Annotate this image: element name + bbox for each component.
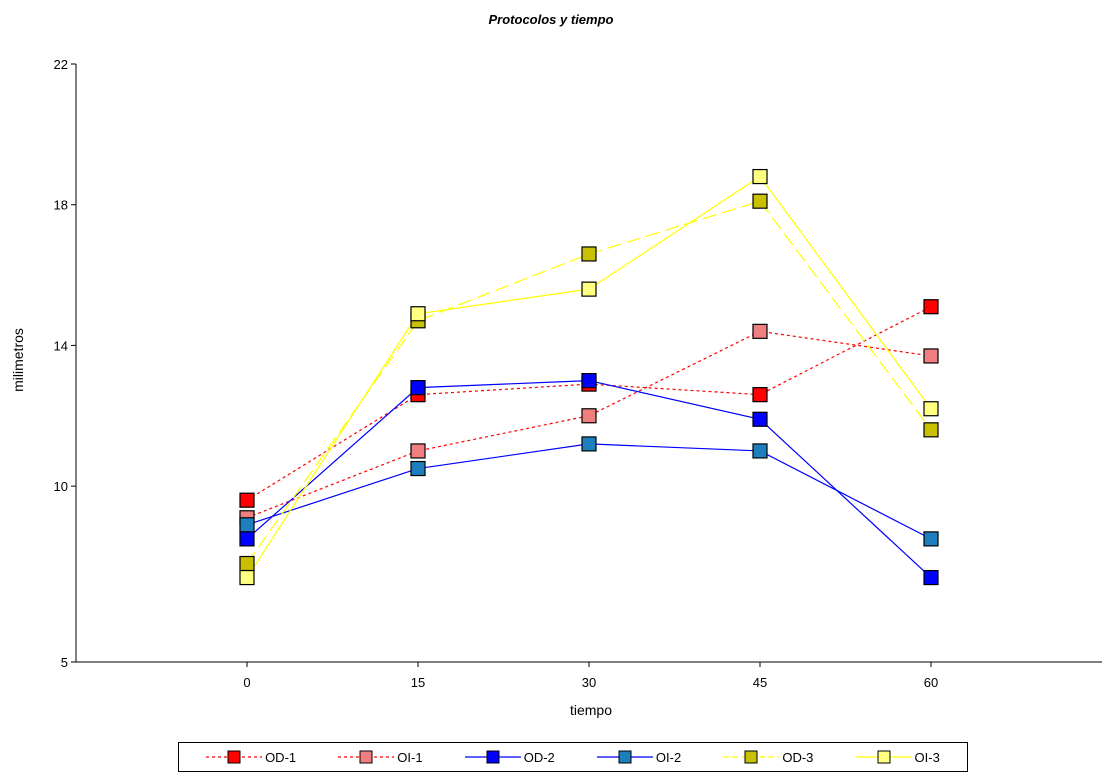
x-tick-label: 15 — [411, 675, 425, 690]
series-line-oi-2 — [246, 443, 932, 540]
data-point-oi-3 — [581, 281, 597, 297]
legend-item-od-2: OD-2 — [464, 749, 555, 765]
data-point-oi-3 — [752, 168, 768, 185]
legend-label: OD-3 — [782, 749, 814, 765]
legend-swatch-icon — [464, 750, 521, 764]
data-point-od-2 — [239, 531, 255, 547]
x-tick-label: 45 — [753, 675, 767, 690]
data-point-oi-2 — [239, 517, 255, 533]
data-point-oi-2 — [581, 436, 597, 452]
chart-legend: OD-1 OI-1 OD-2 OI-2 OD-3 OI-3 — [178, 742, 968, 772]
legend-item-oi-1: OI-1 — [338, 749, 423, 765]
legend-label: OI-3 — [914, 749, 940, 765]
legend-swatch-icon — [855, 750, 912, 764]
x-tick-label: 30 — [582, 675, 596, 690]
legend-item-oi-2: OI-2 — [596, 749, 682, 765]
data-point-od-2 — [923, 569, 939, 586]
legend-item-oi-3: OI-3 — [855, 749, 940, 765]
y-tick-label: 22 — [54, 57, 68, 72]
data-point-od-3 — [923, 422, 939, 438]
y-tick-label: 5 — [61, 655, 68, 670]
data-point-od-2 — [752, 411, 768, 427]
x-tick-label: 60 — [924, 675, 938, 690]
data-point-od-3 — [752, 193, 768, 209]
y-tick-label: 14 — [54, 338, 68, 353]
data-point-oi-3 — [410, 306, 426, 322]
legend-swatch-icon — [723, 750, 780, 764]
data-point-oi-3 — [923, 401, 939, 417]
legend-label: OI-1 — [397, 749, 423, 765]
legend-item-od-3: OD-3 — [723, 750, 813, 765]
legend-label: OD-2 — [523, 749, 555, 765]
legend-swatch-icon — [338, 750, 395, 764]
legend-item-od-1: OD-1 — [206, 750, 296, 765]
data-point-od-1 — [923, 299, 939, 315]
data-point-oi-1 — [410, 443, 426, 459]
data-point-oi-1 — [752, 323, 768, 339]
series-line-od-1 — [246, 306, 932, 501]
data-point-od-1 — [239, 492, 255, 508]
data-point-oi-1 — [923, 348, 939, 364]
data-point-od-2 — [581, 372, 597, 389]
data-point-od-3 — [581, 246, 597, 262]
data-point-oi-2 — [923, 531, 939, 547]
data-point-oi-1 — [581, 408, 597, 424]
legend-label: OI-2 — [655, 749, 682, 765]
chart-title: Protocolos y tiempo — [488, 12, 614, 27]
x-axis-label: tiempo — [569, 702, 613, 718]
data-point-oi-3 — [239, 569, 255, 586]
series-line-oi-1 — [246, 330, 932, 519]
data-point-oi-2 — [752, 443, 768, 459]
y-tick-label: 18 — [54, 198, 68, 213]
legend-swatch-icon — [596, 750, 653, 764]
data-point-od-2 — [410, 380, 426, 396]
data-point-od-1 — [752, 387, 768, 403]
legend-label: OD-1 — [265, 749, 297, 765]
legend-swatch-icon — [206, 750, 263, 764]
x-tick-label: 0 — [243, 675, 250, 690]
data-point-od-3 — [239, 555, 255, 572]
y-tick-label: 10 — [54, 479, 68, 494]
data-point-oi-2 — [410, 460, 426, 477]
